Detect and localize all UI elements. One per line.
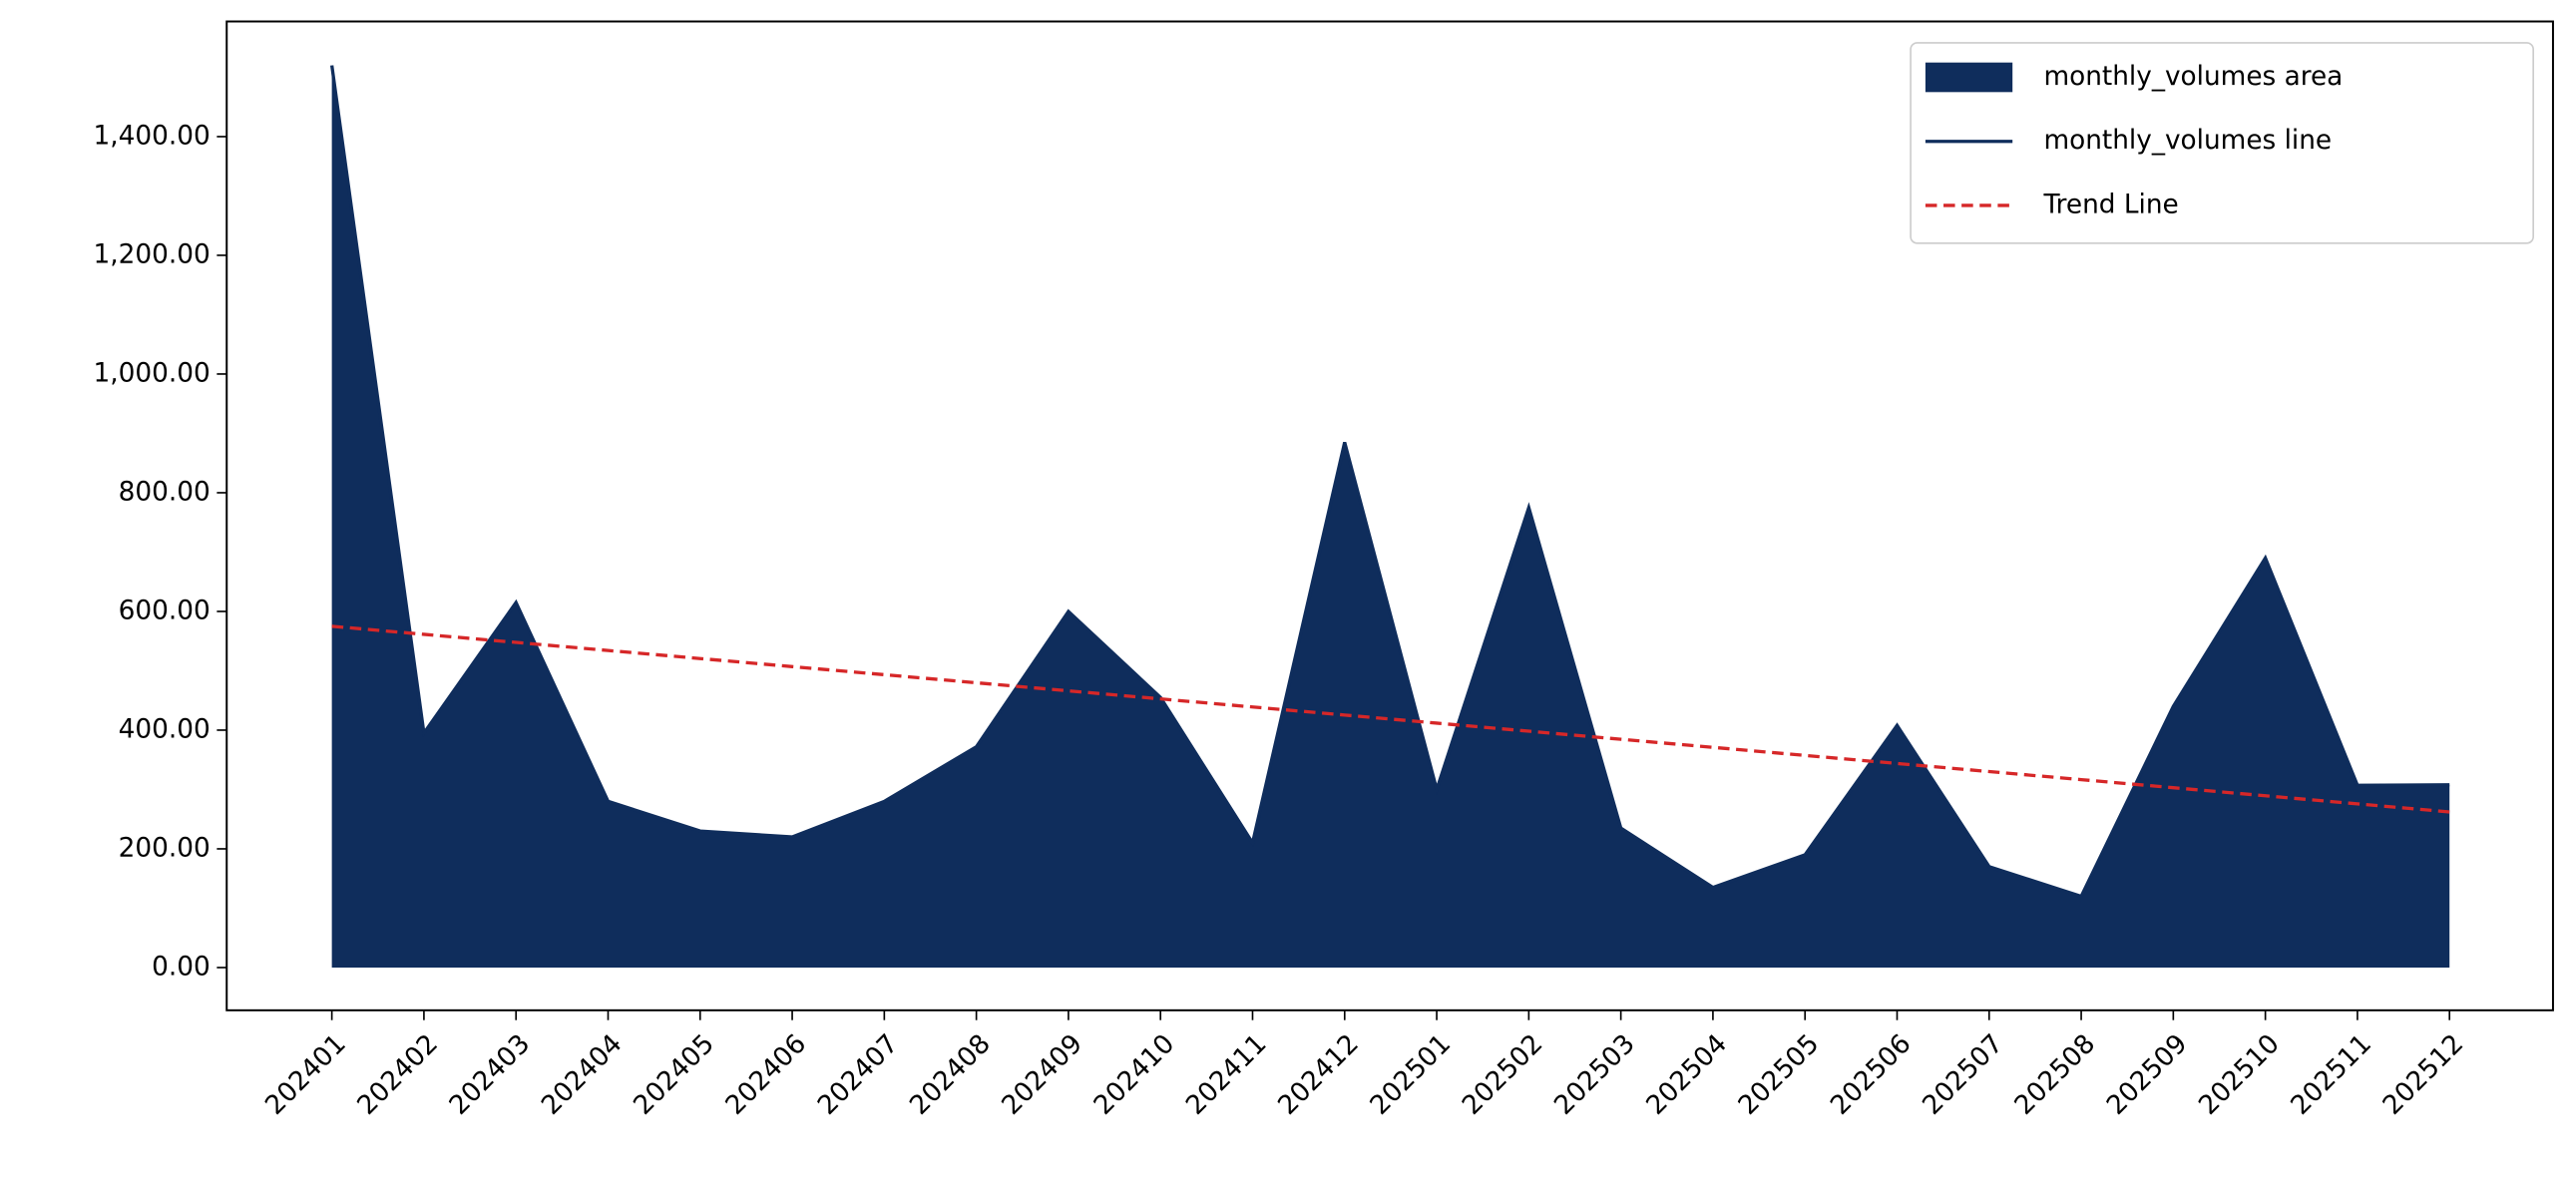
legend-label: monthly_volumes area <box>2043 62 2343 92</box>
x-tick-label: 202501 <box>1365 1028 1457 1120</box>
x-tick-label: 202408 <box>904 1028 996 1120</box>
x-tick-label: 202402 <box>352 1028 444 1120</box>
x-tick-label: 202506 <box>1825 1028 1917 1120</box>
y-tick-label: 1,200.00 <box>94 239 211 269</box>
x-tick-label: 202512 <box>2377 1028 2469 1120</box>
x-tick-label: 202405 <box>629 1028 720 1120</box>
legend-swatch <box>1925 62 2013 93</box>
trend-line <box>331 624 2450 814</box>
x-tick-label: 202507 <box>1918 1028 2009 1120</box>
x-tick-label: 202401 <box>259 1028 351 1120</box>
x-tick-label: 202504 <box>1641 1028 1733 1120</box>
line <box>329 65 2450 899</box>
legend-label: Trend Line <box>2042 190 2178 219</box>
legend-box <box>1910 42 2535 244</box>
x-tick-label: 202509 <box>2101 1028 2193 1120</box>
y-tick-label: 0.00 <box>152 952 211 982</box>
x-tick-label: 202510 <box>2193 1028 2285 1120</box>
legend-label: monthly_volumes line <box>2043 126 2332 156</box>
x-tick-label: 202404 <box>536 1028 628 1120</box>
y-tick-label: 800.00 <box>119 477 211 507</box>
x-tick-label: 202502 <box>1457 1028 1548 1120</box>
x-tick-label: 202406 <box>720 1028 812 1120</box>
x-tick-label: 202508 <box>2009 1028 2101 1120</box>
x-tick-label: 202407 <box>812 1028 904 1120</box>
x-tick-label: 202505 <box>1733 1028 1825 1120</box>
y-tick-label: 1,400.00 <box>94 121 211 151</box>
y-tick-label: 200.00 <box>119 833 211 863</box>
x-tick-label: 202403 <box>444 1028 536 1120</box>
x-tick-label: 202409 <box>997 1028 1088 1120</box>
x-tick-label: 202412 <box>1273 1028 1365 1120</box>
y-tick-label: 1,000.00 <box>94 358 211 388</box>
area <box>331 65 2450 968</box>
y-tick-label: 600.00 <box>119 596 211 625</box>
x-tick-label: 202410 <box>1088 1028 1180 1120</box>
x-tick-label: 202411 <box>1180 1028 1272 1120</box>
x-tick-label: 202511 <box>2286 1028 2377 1120</box>
plot-frame <box>225 20 2554 1011</box>
y-tick-label: 400.00 <box>119 714 211 744</box>
x-tick-label: 202503 <box>1548 1028 1640 1120</box>
